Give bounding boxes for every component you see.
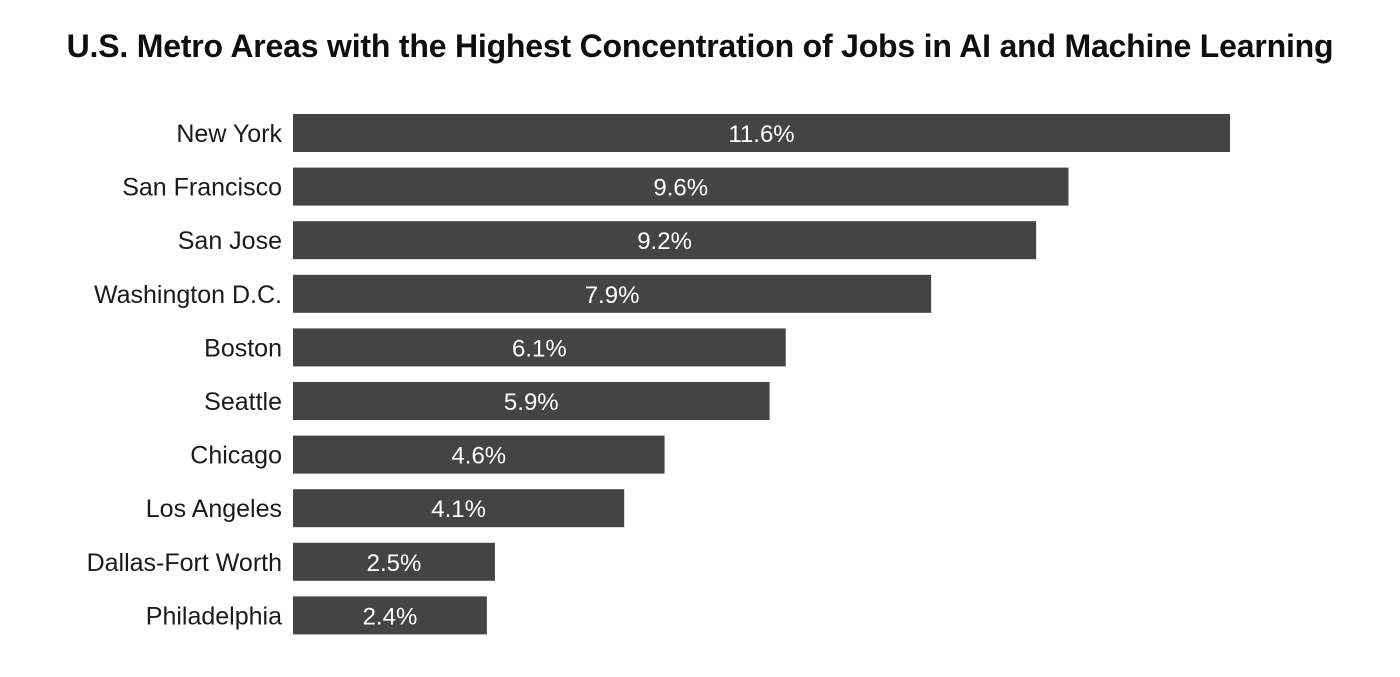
bar — [293, 328, 786, 367]
bar-group-philadelphia: Philadelphia 2.4% — [146, 596, 487, 635]
bar-group-dallas-fort-worth: Dallas-Fort Worth 2.5% — [87, 542, 495, 581]
bar-group-washington-d-c: Washington D.C. 7.9% — [94, 274, 932, 313]
category-label: New York — [176, 120, 282, 148]
bar-group-boston: Boston 6.1% — [204, 328, 786, 367]
bar — [293, 221, 1037, 260]
bar-group-seattle: Seattle 5.9% — [204, 382, 770, 420]
data-label: 4.6% — [451, 443, 506, 470]
bar-group-new-york: New York 11.6% — [176, 114, 1230, 152]
bar — [293, 382, 770, 420]
bar-group-san-francisco: San Francisco 9.6% — [122, 167, 1069, 206]
category-label: Los Angeles — [146, 495, 282, 523]
category-label: San Jose — [178, 227, 282, 255]
data-label: 11.6% — [728, 121, 794, 148]
bar — [293, 274, 932, 313]
bar — [293, 542, 495, 581]
bar — [293, 167, 1069, 206]
bar-group-los-angeles: Los Angeles 4.1% — [146, 489, 625, 528]
bar — [293, 489, 625, 528]
data-label: 6.1% — [512, 335, 567, 362]
chart-title: U.S. Metro Areas with the Highest Concen… — [66, 28, 1334, 64]
category-label: Washington D.C. — [94, 281, 282, 309]
data-label: 2.5% — [367, 550, 422, 577]
category-label: Seattle — [204, 388, 282, 416]
category-label: Chicago — [190, 442, 282, 470]
data-label: 7.9% — [585, 282, 640, 309]
bar — [293, 435, 665, 474]
data-label: 5.9% — [504, 389, 559, 416]
bar — [293, 114, 1230, 152]
bar-group-san-jose: San Jose 9.2% — [178, 221, 1037, 260]
category-label: Philadelphia — [146, 602, 282, 630]
data-label: 9.2% — [637, 228, 692, 255]
data-label: 9.6% — [653, 175, 708, 202]
bar — [293, 596, 487, 635]
data-label: 2.4% — [363, 603, 418, 630]
data-label: 4.1% — [431, 496, 486, 523]
bar-group-chicago: Chicago 4.6% — [190, 435, 665, 474]
category-label: Boston — [204, 334, 282, 362]
category-label: San Francisco — [122, 174, 282, 202]
category-label: Dallas-Fort Worth — [87, 549, 282, 577]
